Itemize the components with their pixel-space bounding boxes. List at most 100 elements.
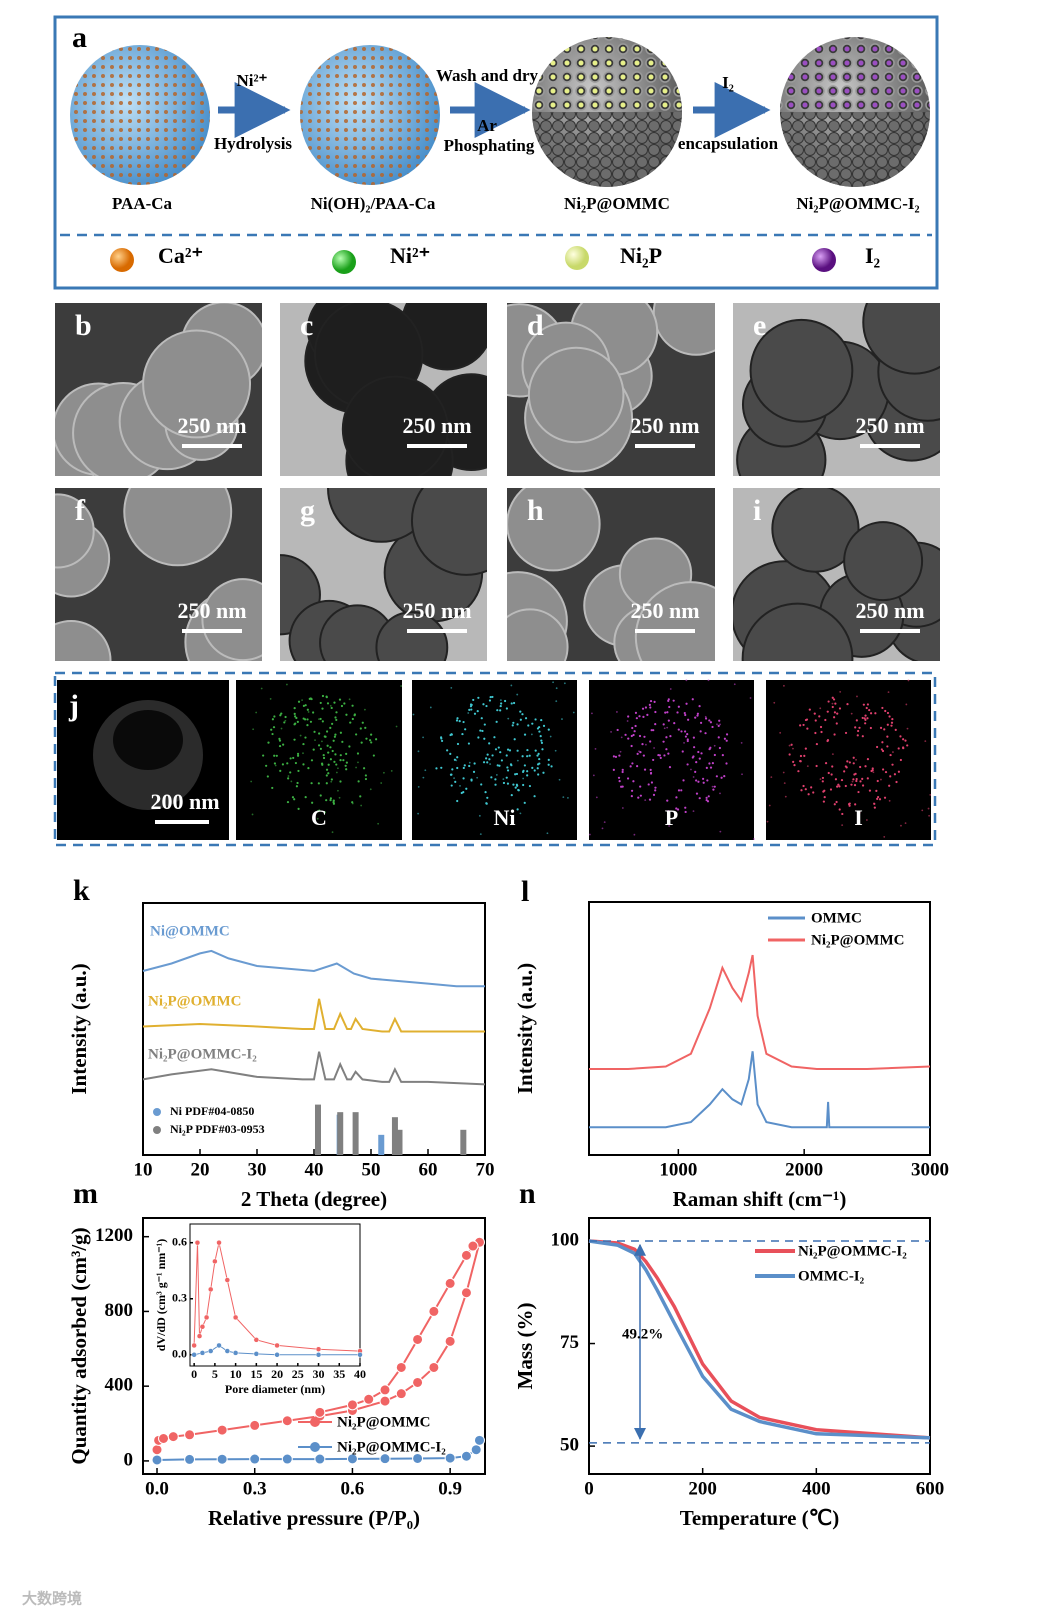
element-dot xyxy=(360,741,363,744)
element-dot xyxy=(281,763,285,766)
element-dot xyxy=(858,811,861,814)
micrograph xyxy=(55,488,262,661)
data-point xyxy=(379,1395,391,1407)
element-dot xyxy=(458,720,461,723)
element-dot xyxy=(523,733,527,736)
element-dot xyxy=(886,723,889,726)
element-dot xyxy=(291,796,295,799)
element-dot xyxy=(627,737,630,740)
element-dot xyxy=(519,718,522,721)
element-dot xyxy=(725,762,728,765)
element-dot xyxy=(717,736,720,739)
series-label: Ni₂P@OMMC xyxy=(148,993,241,1009)
element-dot xyxy=(907,679,910,682)
element-dot xyxy=(345,761,348,764)
reference-bar xyxy=(337,1112,344,1155)
element-dot xyxy=(267,741,270,744)
element-dot xyxy=(906,727,909,730)
element-dot xyxy=(327,763,330,766)
element-dot xyxy=(861,777,864,780)
element-dot xyxy=(639,785,642,788)
legend-label: OMMC xyxy=(811,910,862,926)
particle xyxy=(741,602,854,661)
element-dot xyxy=(519,710,522,713)
element-dot xyxy=(880,778,882,781)
particle xyxy=(507,488,601,572)
element-dot xyxy=(824,761,828,765)
element-dot xyxy=(740,741,743,744)
element-dot xyxy=(496,764,499,767)
element-dot xyxy=(700,752,703,755)
particle xyxy=(862,303,940,375)
element-dot xyxy=(502,781,506,785)
element-dot xyxy=(627,715,630,718)
y-tick-label: 400 xyxy=(105,1375,134,1396)
element-dot xyxy=(684,730,687,733)
element-dot xyxy=(814,731,817,735)
element-dot xyxy=(282,743,285,746)
particle xyxy=(123,488,233,567)
element-dot xyxy=(866,703,870,706)
element-dot xyxy=(500,759,503,762)
micrograph xyxy=(55,303,262,476)
element-dot xyxy=(846,703,849,706)
element-dot xyxy=(255,711,258,714)
element-dot xyxy=(719,830,722,833)
element-dot xyxy=(741,773,743,776)
particle xyxy=(771,488,860,573)
reference-bar xyxy=(378,1134,385,1155)
element-dot xyxy=(353,713,356,716)
element-dot xyxy=(435,767,438,770)
data-point xyxy=(151,1454,163,1466)
element-dot xyxy=(895,780,898,784)
step-label: Ar xyxy=(477,116,497,135)
element-dot xyxy=(494,778,497,781)
element-dot xyxy=(634,711,638,714)
element-dot xyxy=(335,718,338,722)
element-dot xyxy=(773,701,776,704)
element-dot xyxy=(502,778,505,781)
element-dot xyxy=(856,734,859,737)
element-dot xyxy=(721,753,724,757)
x-tick-label: 1000 xyxy=(659,1159,697,1180)
element-dot xyxy=(522,777,525,780)
element-dot xyxy=(274,764,277,767)
element-dot xyxy=(699,730,702,733)
element-dot xyxy=(698,797,701,800)
legend-label: Ni₂P@OMMC-I₂ xyxy=(337,1439,446,1455)
legend-label: Ni²⁺ xyxy=(390,243,430,268)
particle xyxy=(142,329,252,439)
element-dot xyxy=(364,726,367,729)
element-dot xyxy=(618,754,621,757)
scale-label: 250 nm xyxy=(855,598,924,623)
element-dot xyxy=(456,799,459,803)
data-point xyxy=(444,1277,456,1289)
step-label: encapsulation xyxy=(678,134,779,153)
element-dot xyxy=(833,803,836,806)
element-dot xyxy=(468,761,471,764)
element-dot xyxy=(642,754,645,757)
sphere-dots xyxy=(300,45,440,185)
element-dot xyxy=(797,770,800,773)
element-dot xyxy=(649,740,652,743)
element-dot xyxy=(364,777,368,781)
element-dot xyxy=(279,714,282,717)
legend-label: Ni₂P@OMMC xyxy=(811,932,904,948)
element-dot xyxy=(343,702,346,705)
element-dot xyxy=(876,745,879,749)
element-dot xyxy=(668,825,671,827)
element-dot xyxy=(888,799,891,802)
element-dot xyxy=(375,738,378,741)
element-dot xyxy=(517,788,520,792)
element-dot xyxy=(357,761,359,764)
element-dot xyxy=(808,708,811,711)
data-point xyxy=(281,1415,293,1427)
element-dot xyxy=(783,782,786,785)
micrograph xyxy=(280,303,487,476)
element-dot xyxy=(303,718,307,721)
x-tick-label: 35 xyxy=(333,1367,345,1381)
element-dot xyxy=(453,777,455,780)
element-dot xyxy=(488,758,491,761)
element-dot xyxy=(631,762,634,765)
element-dot xyxy=(804,718,808,722)
